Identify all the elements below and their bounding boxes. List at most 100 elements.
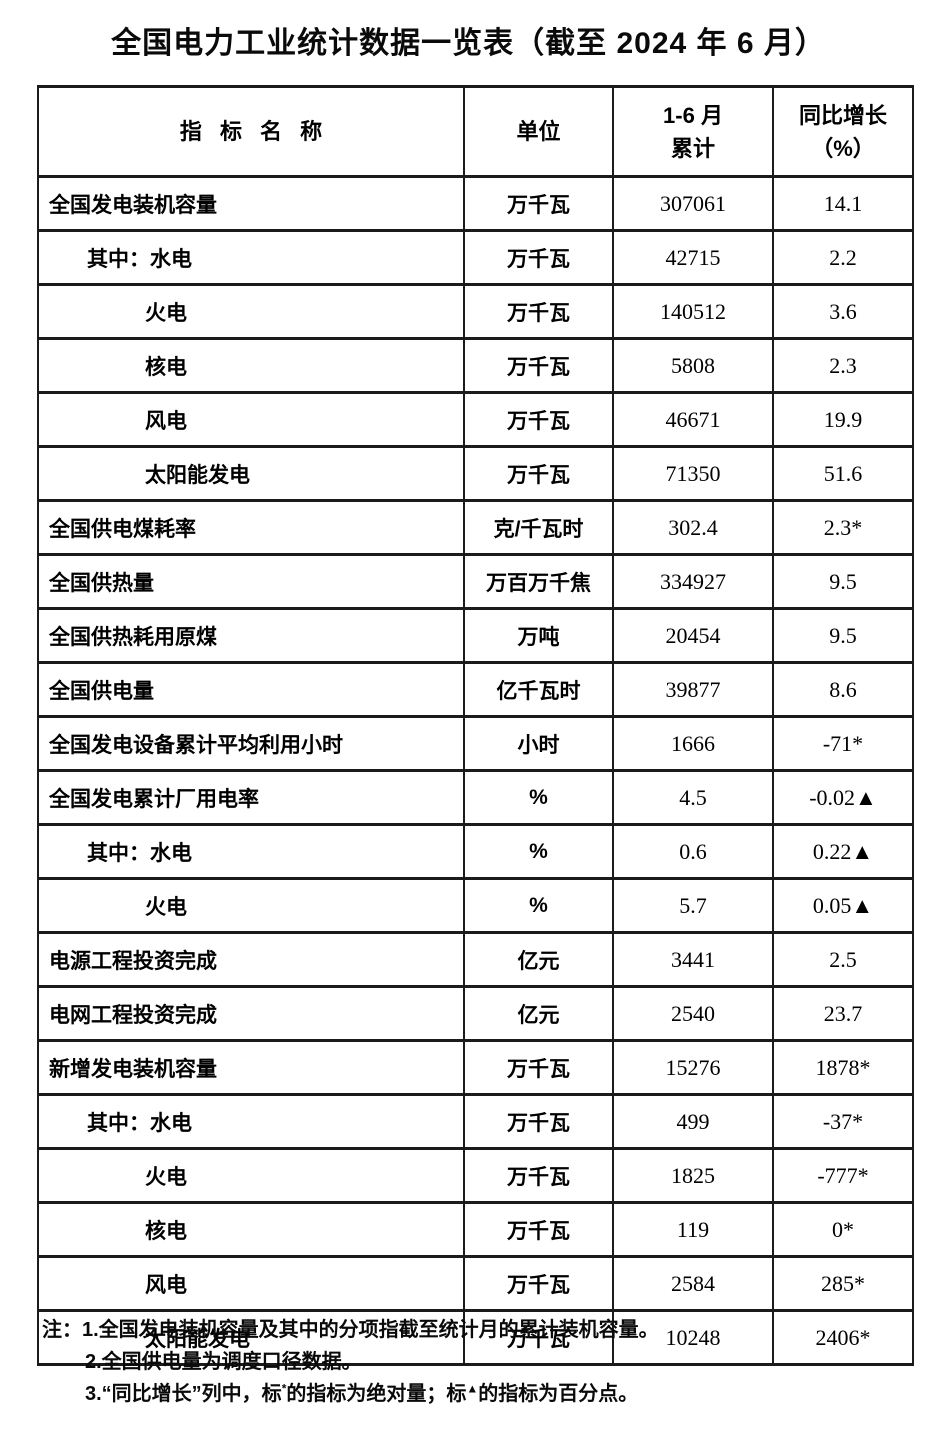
unit-cell: 万千瓦: [463, 1147, 614, 1204]
unit-cell: 万千瓦: [463, 1309, 614, 1366]
footnote-1: 注：1.全国发电装机容量及其中的分项指截至统计月的累计装机容量。: [42, 1319, 659, 1341]
table-row: 风电 万千瓦 2584 285*: [37, 1255, 914, 1312]
footnote-3: 3.“同比增长”列中，标*的指标为绝对量；标▲的指标为百分点。: [42, 1381, 659, 1405]
header-indicator-name: 指 标 名 称: [37, 85, 465, 178]
indicator-cell: 全国发电累计厂用电率: [37, 769, 465, 826]
header-growth-line1: 同比增长: [798, 102, 887, 128]
value-cell: 15276: [612, 1039, 774, 1096]
indicator-cell: 全国供热耗用原煤: [37, 607, 465, 664]
growth-cell: 14.1: [772, 175, 914, 232]
indicator-cell: 全国发电装机容量: [37, 175, 465, 232]
unit-cell: 万千瓦: [463, 175, 614, 232]
indicator-cell: 其中：水电: [37, 823, 465, 880]
indicator-cell: 风电: [37, 1255, 465, 1312]
table-row: 全国发电累计厂用电率% 4.5 -0.02▲: [37, 769, 914, 826]
value-cell: 71350: [612, 445, 774, 502]
value-cell: 3441: [612, 931, 774, 988]
indicator-cell: 火电: [37, 1147, 465, 1204]
indicator-cell: 电网工程投资完成: [37, 985, 465, 1042]
indicator-cell: 全国供电煤耗率: [37, 499, 465, 556]
growth-cell: 19.9: [772, 391, 914, 448]
table-row: 全国供电煤耗率 克/千瓦时 302.4 2.3*: [37, 499, 914, 556]
indicator-cell: 火电: [37, 877, 465, 934]
indicator-cell: 其中：水电: [37, 229, 465, 286]
indicator-cell: 全国发电设备累计平均利用小时: [37, 715, 465, 772]
table-row: 核电 万千瓦 119 0*: [37, 1201, 914, 1258]
unit-cell: 万千瓦: [463, 445, 614, 502]
unit-cell: 亿元: [463, 985, 614, 1042]
value-cell: 2584: [612, 1255, 774, 1312]
growth-cell: 23.7: [772, 985, 914, 1042]
table-row: 电网工程投资完成 亿元 2540 23.7: [37, 985, 914, 1042]
growth-cell: 2.3*: [772, 499, 914, 556]
value-cell: 119: [612, 1201, 774, 1258]
indicator-cell: 火电: [37, 283, 465, 340]
value-cell: 5808: [612, 337, 774, 394]
footnote-3-text: 的指标为绝对量；标: [286, 1383, 467, 1405]
asterisk-mark-icon: *: [281, 1381, 287, 1396]
page-title: 全国电力工业统计数据一览表（截至 2024 年 6 月）: [111, 27, 826, 60]
header-period: 1-6 月 累计: [612, 85, 774, 178]
value-cell: 334927: [612, 553, 774, 610]
unit-cell: 万千瓦: [463, 391, 614, 448]
indicator-cell: 核电: [37, 1201, 465, 1258]
indicator-cell: 核电: [37, 337, 465, 394]
unit-cell: 万千瓦: [463, 1255, 614, 1312]
unit-cell: 亿千瓦时: [463, 661, 614, 718]
table-row: 其中：水电 万千瓦 499 -37*: [37, 1093, 914, 1150]
table-row: 其中：水电% 0.6 0.22▲: [37, 823, 914, 880]
growth-cell: 1878*: [772, 1039, 914, 1096]
value-cell: 46671: [612, 391, 774, 448]
growth-cell: -0.02▲: [772, 769, 914, 826]
table-row: 全国供热量 万百万千焦 334927 9.5: [37, 553, 914, 610]
table-row: 新增发电装机容量 万千瓦 15276 1878*: [37, 1039, 914, 1096]
footnote-3-text: 3.“同比增长”列中，标: [85, 1383, 282, 1405]
table-row: 全国供电量 亿千瓦时 39877 8.6: [37, 661, 914, 718]
unit-cell: 万千瓦: [463, 337, 614, 394]
growth-cell: 8.6: [772, 661, 914, 718]
growth-cell: -37*: [772, 1093, 914, 1150]
value-cell: 499: [612, 1093, 774, 1150]
indicator-cell: 太阳能发电: [37, 1309, 465, 1366]
unit-cell: 万千瓦: [463, 1039, 614, 1096]
growth-cell: -777*: [772, 1147, 914, 1204]
table-row: 全国供热耗用原煤 万吨 20454 9.5: [37, 607, 914, 664]
indicator-cell: 其中：水电: [37, 1093, 465, 1150]
footnote-2: 2.全国供电量为调度口径数据。: [85, 1351, 362, 1373]
table-header-row: 指 标 名 称 单位 1-6 月 累计 同比增长 （%）: [37, 85, 914, 178]
unit-cell: %: [463, 877, 614, 934]
value-cell: 5.7: [612, 877, 774, 934]
value-cell: 42715: [612, 229, 774, 286]
table-row: 太阳能发电 万千瓦 71350 51.6: [37, 445, 914, 502]
footnotes: 注：1.全国发电装机容量及其中的分项指截至统计月的累计装机容量。 2.全国供电量…: [42, 1320, 659, 1416]
table-body: 全国发电装机容量 万千瓦 307061 14.1 其中：水电 万千瓦 42715 2.2 火电万…: [37, 175, 914, 1366]
growth-cell: 285*: [772, 1255, 914, 1312]
growth-cell: 2.2: [772, 229, 914, 286]
unit-cell: %: [463, 769, 614, 826]
indicator-cell: 新增发电装机容量: [37, 1039, 465, 1096]
table-row: 其中：水电 万千瓦 42715 2.2: [37, 229, 914, 286]
growth-cell: 51.6: [772, 445, 914, 502]
table-row: 火电 万千瓦 140512 3.6: [37, 283, 914, 340]
indicator-cell: 电源工程投资完成: [37, 931, 465, 988]
unit-cell: 万百万千焦: [463, 553, 614, 610]
header-growth: 同比增长 （%）: [772, 85, 914, 178]
header-unit: 单位: [463, 85, 614, 178]
growth-cell: 9.5: [772, 553, 914, 610]
header-growth-line2: （%）: [811, 135, 875, 161]
header-period-line2: 累计: [670, 135, 715, 161]
growth-cell: 2.3: [772, 337, 914, 394]
value-cell: 1666: [612, 715, 774, 772]
value-cell: 4.5: [612, 769, 774, 826]
unit-cell: 万千瓦: [463, 229, 614, 286]
table-row: 风电 万千瓦 46671 19.9: [37, 391, 914, 448]
table-row: 火电 万千瓦 1825 -777*: [37, 1147, 914, 1204]
value-cell: 2540: [612, 985, 774, 1042]
table-row: 电源工程投资完成 亿元 3441 2.5: [37, 931, 914, 988]
unit-cell: 万千瓦: [463, 283, 614, 340]
growth-cell: 2.5: [772, 931, 914, 988]
table-row: 太阳能发电 万千瓦 10248 2406*: [37, 1309, 914, 1366]
table-row: 火电% 5.7 0.05▲: [37, 877, 914, 934]
indicator-cell: 太阳能发电: [37, 445, 465, 502]
value-cell: 302.4: [612, 499, 774, 556]
